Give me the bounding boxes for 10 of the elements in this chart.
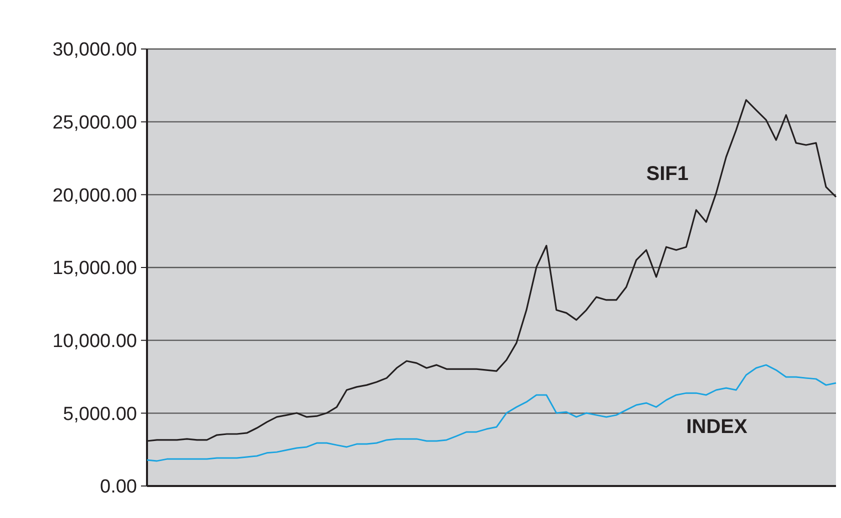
y-tick-label: 5,000.00: [63, 404, 137, 425]
y-tick-label: 30,000.00: [52, 40, 137, 61]
y-tick-label: 20,000.00: [52, 185, 137, 206]
series-label: INDEX: [686, 416, 748, 438]
line-series: [146, 364, 837, 462]
series-label: SIF1: [646, 163, 689, 186]
y-tick-label: 10,000.00: [52, 330, 137, 352]
y-tick-label: 15,000.00: [52, 258, 137, 280]
y-tick-label: 0.00: [100, 476, 137, 498]
y-tick-label: 25,000.00: [52, 112, 137, 134]
